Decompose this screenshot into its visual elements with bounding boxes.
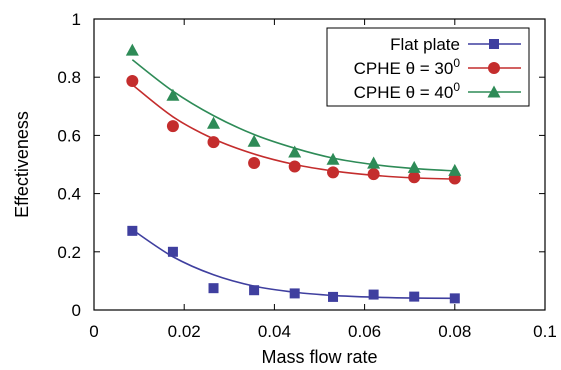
legend-marker [487,85,501,98]
legend-label: CPHE θ = 400 [354,80,461,102]
data-point [288,145,302,158]
data-point [207,116,221,129]
y-tick-label: 0.8 [57,68,81,87]
y-axis: 0 0.2 0.4 0.6 0.8 1 [57,10,545,320]
y-tick-label: 0.4 [57,185,81,204]
y-tick-label: 1 [72,10,81,29]
legend-label: CPHE θ = 300 [354,56,461,78]
plot-border [93,18,546,311]
y-tick-label: 0.6 [57,126,81,145]
data-point [248,157,261,170]
data-point [126,74,139,87]
x-tick-label: 0.08 [438,322,471,341]
data-point [368,289,379,300]
data-point [327,166,340,179]
y-axis-label: Effectiveness [12,111,32,218]
data-point [408,171,421,184]
data-point [409,291,420,302]
x-tick-label: 0 [89,322,98,341]
data-point [367,168,380,181]
x-axis-label: Mass flow rate [261,347,377,367]
data-points [125,43,462,304]
data-point [407,160,421,173]
fit-line [131,229,455,300]
y-tick-label: 0 [72,301,81,320]
x-tick-label: 0.06 [348,322,381,341]
data-point [166,120,179,133]
plot-frame [93,18,546,311]
legend-marker [489,39,499,49]
data-point [288,160,301,173]
data-point [207,136,220,149]
data-point [127,225,138,236]
data-point [449,293,460,304]
data-point [125,43,139,56]
legend-marker [488,62,500,74]
data-point [289,288,300,299]
data-point [448,163,462,176]
data-point [166,88,180,101]
legend-label: Flat plate [390,35,460,54]
data-point [208,283,219,294]
y-tick-label: 0.2 [57,243,81,262]
data-point [326,152,340,165]
x-tick-label: 0.1 [533,322,557,341]
x-tick-label: 0.02 [168,322,201,341]
x-axis: 0 0.02 0.04 0.06 0.08 0.1 [89,19,557,341]
data-point [167,246,178,257]
data-point [247,134,261,147]
data-point [249,285,260,296]
data-point [367,156,381,169]
x-tick-label: 0.04 [258,322,291,341]
data-point [328,291,339,302]
